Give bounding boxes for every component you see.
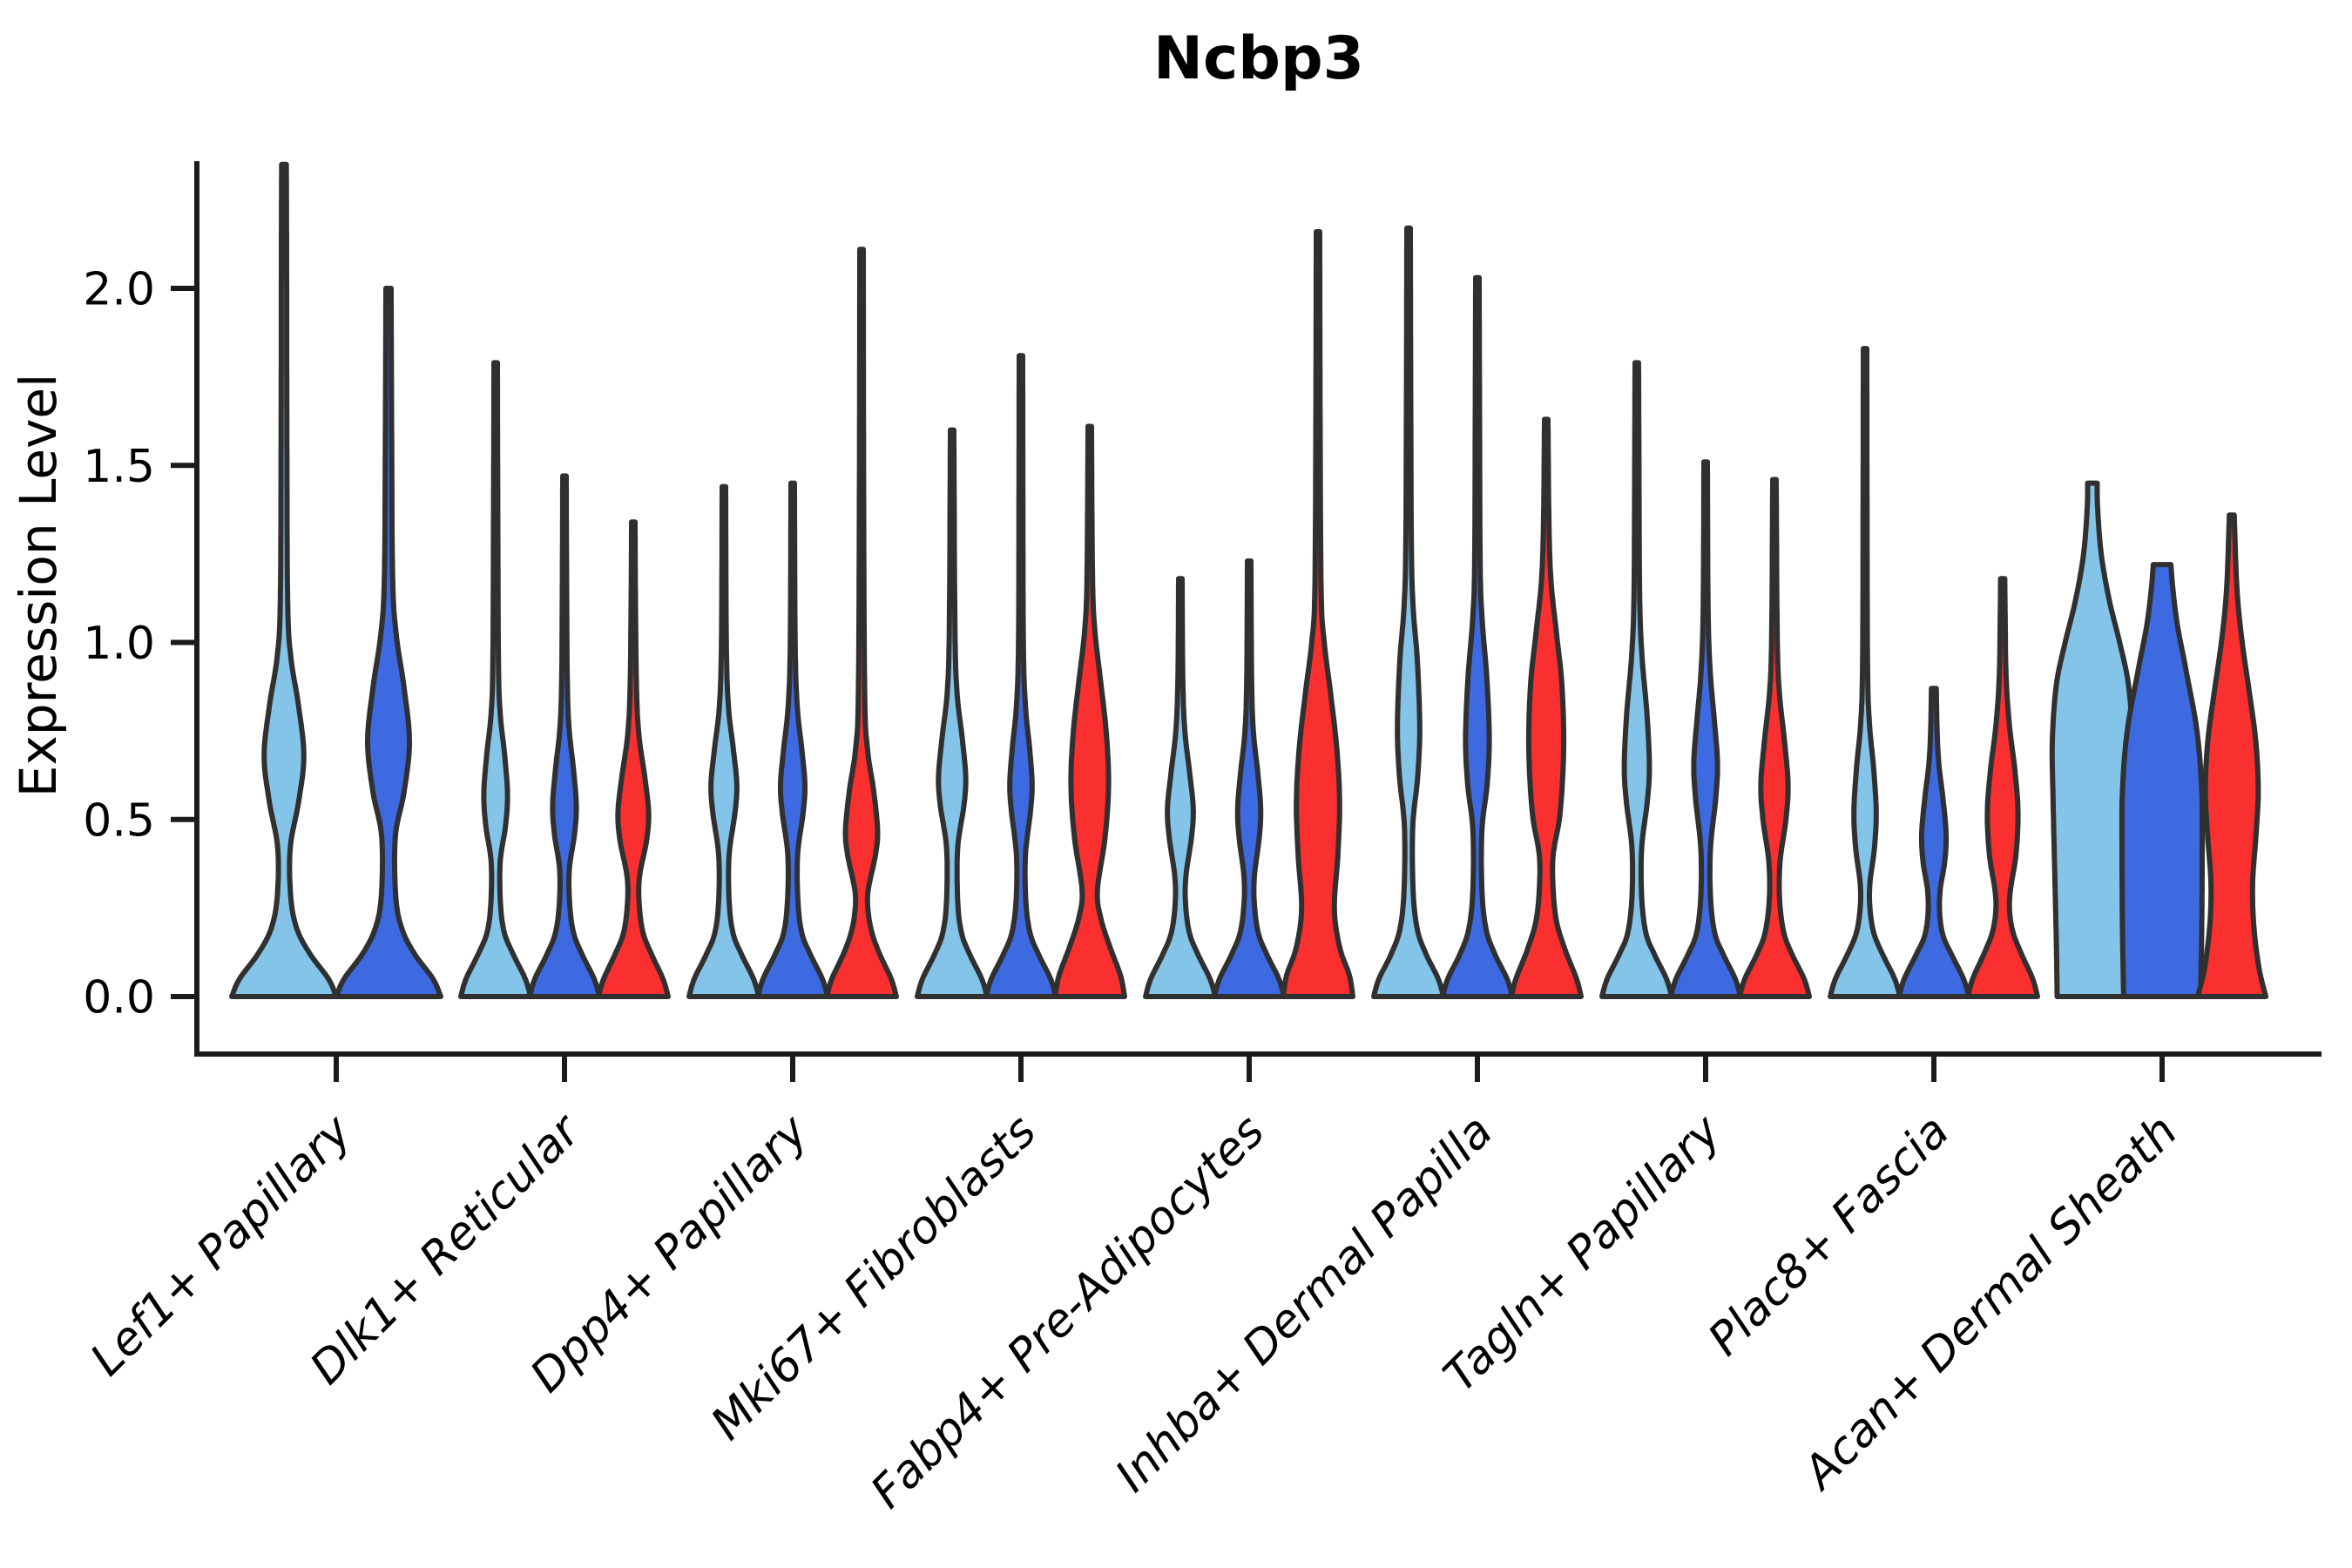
violin xyxy=(1143,576,1218,999)
y-axis-label: Expression Level xyxy=(9,374,68,797)
x-tick-label: Plac8+ Fascia xyxy=(1699,1105,1959,1366)
violin xyxy=(1509,416,1584,999)
violin xyxy=(1440,274,1515,999)
violin xyxy=(458,360,533,999)
violin xyxy=(1052,423,1127,999)
violin xyxy=(755,480,830,999)
violin xyxy=(1828,346,1903,999)
violin xyxy=(1965,576,2040,999)
x-tick-label: Inhba+ Dermal Papilla xyxy=(1105,1105,1503,1503)
violin xyxy=(915,427,990,999)
violin xyxy=(2194,512,2269,999)
violin xyxy=(1212,558,1287,999)
y-tick-label: 1.0 xyxy=(83,618,155,670)
violin xyxy=(1371,225,1446,999)
axes-spines xyxy=(194,161,2322,1057)
x-tick-label: Acan+ Dermal Sheath xyxy=(1792,1105,2187,1501)
violin xyxy=(983,353,1058,999)
violins-group xyxy=(229,161,2269,999)
violin xyxy=(1737,476,1812,999)
violin xyxy=(824,247,899,999)
violin xyxy=(2119,562,2206,999)
violin xyxy=(1668,459,1743,999)
violin xyxy=(1599,360,1674,999)
y-axis-ticks: 0.0 0.5 1.0 1.5 2.0 xyxy=(83,264,197,1024)
y-tick-label: 1.5 xyxy=(83,441,155,493)
y-tick-label: 2.0 xyxy=(83,264,155,316)
violin xyxy=(334,286,443,999)
violin xyxy=(1281,229,1355,999)
violin xyxy=(596,519,671,999)
violin xyxy=(686,483,761,999)
y-tick-label: 0.0 xyxy=(83,972,155,1024)
x-tick-label: Fabp4+ Pre-Adipocytes xyxy=(862,1105,1275,1519)
violin xyxy=(1896,686,1971,999)
violin xyxy=(527,473,602,999)
chart-title: Ncbp3 xyxy=(1153,24,1364,93)
y-tick-label: 0.5 xyxy=(83,794,155,847)
violin xyxy=(229,161,339,999)
